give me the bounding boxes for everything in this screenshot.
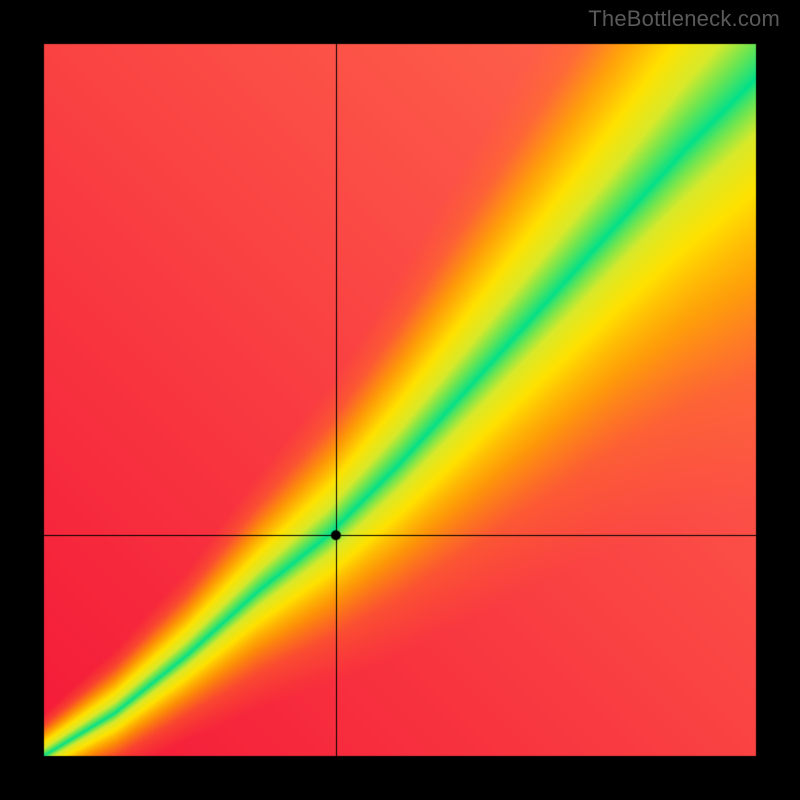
chart-container: TheBottleneck.com [0, 0, 800, 800]
heatmap-canvas [0, 0, 800, 800]
watermark-text: TheBottleneck.com [588, 6, 780, 32]
